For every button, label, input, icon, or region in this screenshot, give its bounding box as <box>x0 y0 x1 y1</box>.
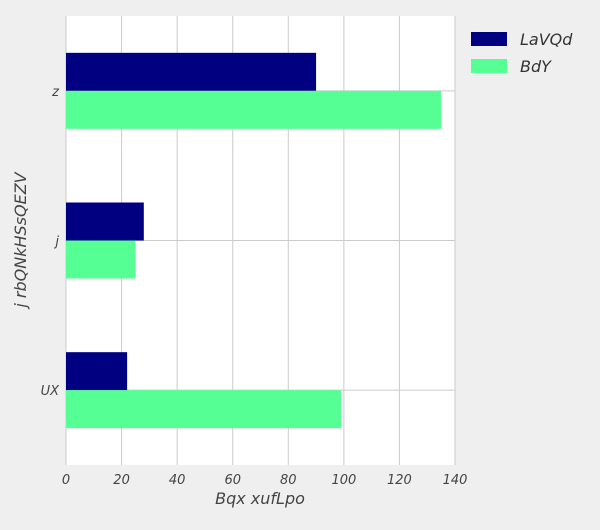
legend-swatch-LaVQd <box>471 32 507 46</box>
y-tick-label: j <box>53 235 59 250</box>
x-tick-label: 80 <box>280 473 297 488</box>
legend-swatch-BdY <box>471 59 507 73</box>
y-tick-labels: z j UX <box>41 85 61 399</box>
x-tick-label: 0 <box>62 473 70 488</box>
bar-BdY-z <box>66 90 442 129</box>
bar-BdY-UX <box>66 390 342 429</box>
x-tick-label: 40 <box>169 473 186 488</box>
x-axis-label: Bqx xufLpo <box>215 489 305 508</box>
bar-LaVQd-j <box>66 202 144 241</box>
x-tick-label: 120 <box>387 473 412 488</box>
x-tick-label: 100 <box>331 473 356 488</box>
bars <box>66 52 442 429</box>
y-tick-label: z <box>51 85 60 100</box>
x-tick-label: 20 <box>113 473 130 488</box>
bar-BdY-j <box>66 240 136 279</box>
bar-LaVQd-UX <box>66 352 128 391</box>
x-tick-labels: 0 20 40 60 80 100 120 140 <box>62 473 468 488</box>
y-axis-label: j rbQNkHSsQEZV <box>11 171 30 309</box>
bar-LaVQd-z <box>66 52 317 91</box>
legend: LaVQd BdY <box>471 30 573 76</box>
legend-label: LaVQd <box>520 30 573 49</box>
x-tick-label: 140 <box>443 473 468 488</box>
x-tick-label: 60 <box>224 473 241 488</box>
legend-label: BdY <box>520 57 552 76</box>
y-tick-label: UX <box>41 384 61 399</box>
